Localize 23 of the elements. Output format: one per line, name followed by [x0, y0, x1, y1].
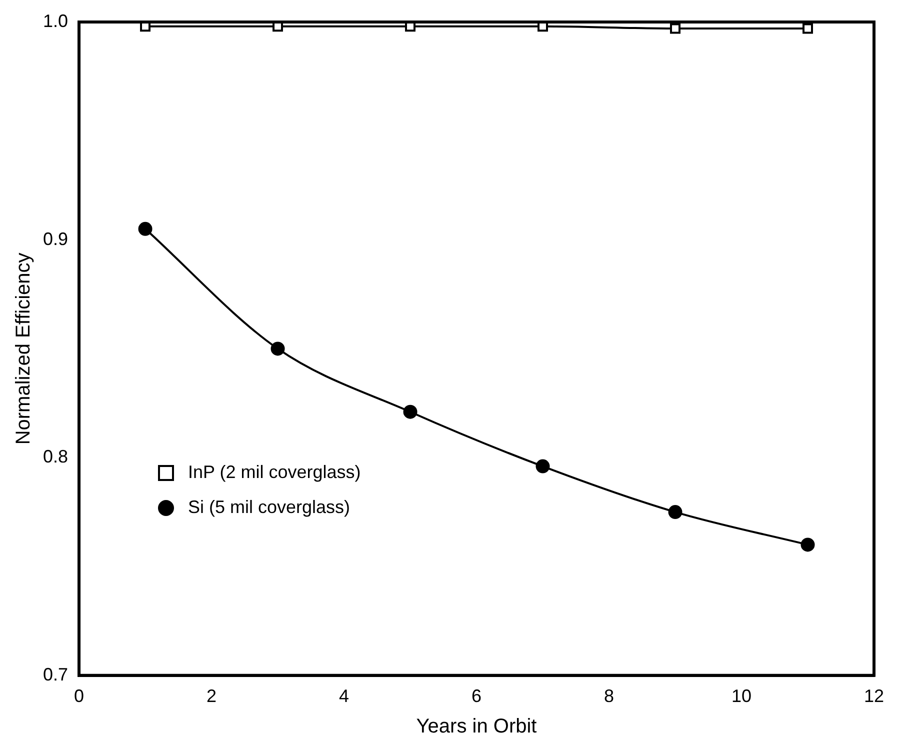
point	[802, 23, 813, 34]
y-axis-title: Normalized Efficiency	[12, 252, 35, 445]
x-tick-label: 6	[472, 686, 482, 706]
x-axis-title: Years in Orbit	[416, 716, 538, 738]
x-tick-label: 8	[604, 686, 614, 706]
legend-label: InP (2 mil coverglass)	[188, 462, 361, 483]
point	[536, 459, 550, 474]
y-tick-label: 0.9	[42, 228, 68, 249]
y-tick-label: 0.7	[42, 664, 68, 684]
x-tick-label: 12	[864, 686, 884, 706]
x-tick-label: 2	[206, 686, 217, 706]
point	[270, 342, 285, 356]
x-tick-label: 10	[731, 686, 752, 706]
legend-label: Si (5 mil coverglass)	[188, 497, 350, 518]
point	[403, 404, 418, 419]
point	[800, 538, 815, 552]
y-tick-label: 0.8	[42, 446, 68, 467]
point	[670, 23, 680, 34]
x-tick-label: 0	[74, 686, 84, 706]
point	[668, 505, 682, 520]
x-tick-label: 4	[339, 686, 350, 706]
y-tick-label: 1.0	[42, 10, 68, 31]
point	[138, 222, 152, 236]
